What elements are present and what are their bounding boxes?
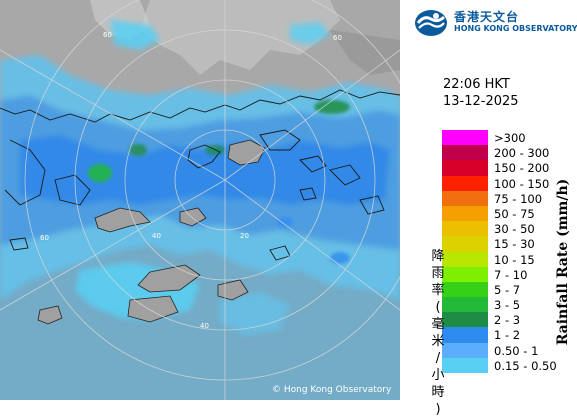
legend-label: 10 - 15 [494,252,535,267]
legend-swatch [442,221,488,237]
legend-swatch [442,175,488,191]
org-name-zh: 香港天文台 [454,10,520,24]
legend-swatch [442,327,488,343]
legend-swatch [442,145,488,161]
org-name-en: HONG KONG OBSERVATORY [454,24,577,33]
legend-swatch [442,160,488,176]
ring-label: 40 [152,232,161,240]
legend-swatch [442,190,488,206]
legend-swatch [442,251,488,267]
legend-panel: 香港天文台 HONG KONG OBSERVATORY 22:06 HKT 13… [400,0,577,417]
range-ring-labels: 60 60 60 40 40 20 [40,31,342,330]
legend-swatch [442,297,488,313]
ring-label: 20 [240,232,249,240]
rain-band [0,20,400,335]
legend-label: 100 - 150 [494,176,550,191]
legend-label: 75 - 100 [494,191,543,206]
legend-label: 200 - 300 [494,146,550,161]
legend-label: 2 - 3 [494,313,521,328]
legend-swatch [442,236,488,252]
legend-label: 1 - 2 [494,328,521,343]
radar-map-canvas: 60 60 60 40 40 20 [0,0,400,400]
legend-label: 0.15 - 0.50 [494,358,557,373]
legend-label: 150 - 200 [494,161,550,176]
mainland-land-texture [140,0,340,75]
mainland-land-texture [330,30,400,75]
range-rings [0,0,400,400]
legend-swatch [442,130,488,146]
legend-swatch [442,281,488,298]
legend-label: 0.50 - 1 [494,343,539,358]
legend-label: 50 - 75 [494,206,535,221]
legend-label: >300 [494,131,526,145]
legend-swatch [442,205,488,222]
ring-label: 40 [200,322,209,330]
radar-map[interactable]: 60 60 60 40 40 20 © Hong Kong Observator… [0,0,400,400]
hko-logo-icon [415,10,447,36]
ring-label: 60 [103,31,112,39]
legend-label: 15 - 30 [494,237,535,252]
legend-swatch [442,342,488,358]
legend-title-zh: 降雨率(毫米 / 小時) [431,249,445,417]
legend-label: 7 - 10 [494,267,528,282]
ring-label: 60 [40,234,49,242]
legend-label: 30 - 50 [494,222,535,237]
copyright-credit: © Hong Kong Observatory [272,385,392,395]
legend-swatch [442,312,488,328]
coastlines [0,89,400,261]
timestamp-time: 22:06 HKT [443,77,510,92]
legend-label: 3 - 5 [494,298,521,313]
legend-swatch [442,266,488,282]
legend-swatch [442,357,488,373]
timestamp-date: 13-12-2025 [443,94,519,109]
legend-label: 5 - 7 [494,282,521,297]
ring-label: 60 [333,34,342,42]
legend-title-en: Rainfall Rate (mm/h) [555,178,571,346]
